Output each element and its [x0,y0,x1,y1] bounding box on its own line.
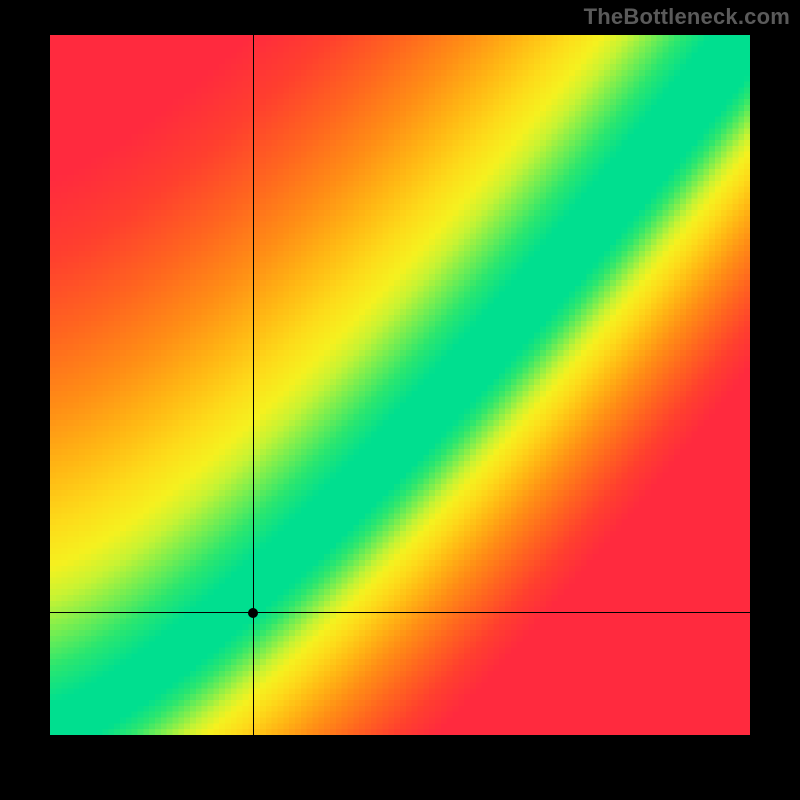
bottleneck-heatmap [50,35,750,735]
watermark-text: TheBottleneck.com [584,4,790,30]
chart-frame: TheBottleneck.com [0,0,800,800]
